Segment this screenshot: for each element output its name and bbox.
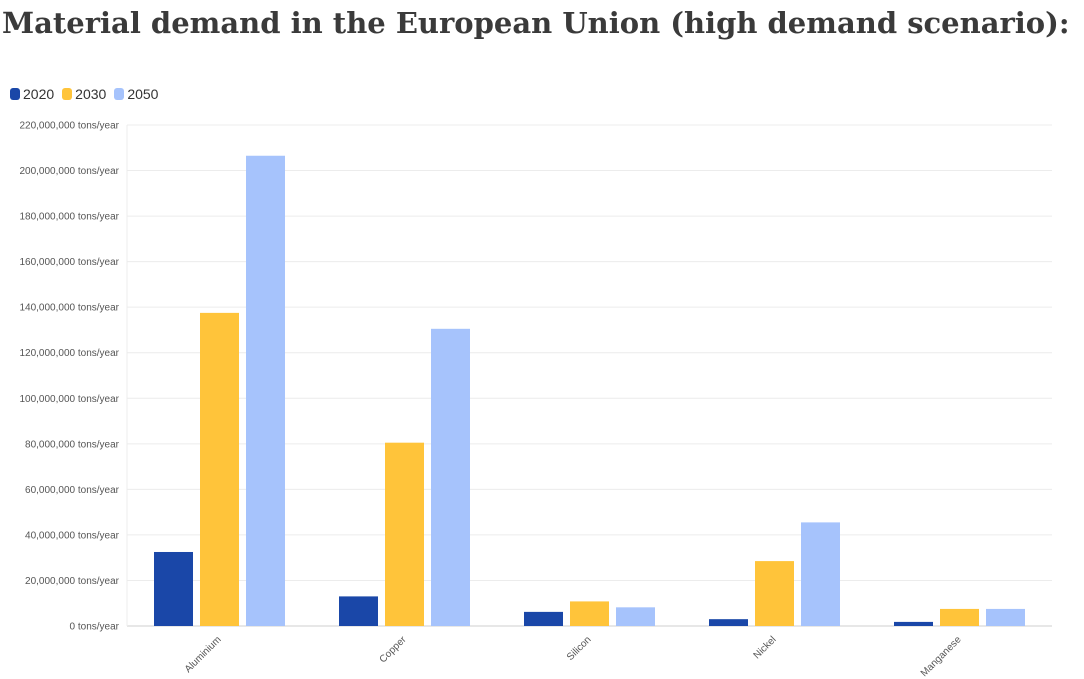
legend: 2020 2030 2050 bbox=[10, 86, 158, 102]
bar-silicon-2020[interactable] bbox=[524, 611, 563, 626]
y-tick-label: 160,000,000 tons/year bbox=[19, 257, 119, 268]
bar-nickel-2050[interactable] bbox=[801, 522, 840, 626]
y-tick-label: 220,000,000 tons/year bbox=[19, 121, 119, 132]
legend-label: 2020 bbox=[23, 86, 55, 102]
bar-aluminium-2050[interactable] bbox=[246, 155, 285, 627]
bar-manganese-2030[interactable] bbox=[940, 608, 979, 626]
y-tick-label: 100,000,000 tons/year bbox=[19, 394, 119, 405]
chart-title: Material demand in the European Union (h… bbox=[2, 6, 1070, 40]
x-category-label: Silicon bbox=[565, 634, 594, 663]
bar-aluminium-2030[interactable] bbox=[200, 312, 239, 626]
y-tick-label: 40,000,000 tons/year bbox=[25, 530, 120, 541]
y-tick-label: 60,000,000 tons/year bbox=[25, 485, 120, 496]
bar-aluminium-2020[interactable] bbox=[154, 551, 193, 626]
x-category-label: Copper bbox=[378, 634, 409, 665]
bar-copper-2050[interactable] bbox=[431, 328, 470, 626]
legend-item-2050[interactable]: 2050 bbox=[114, 86, 158, 102]
bar-silicon-2030[interactable] bbox=[570, 601, 609, 626]
y-tick-label: 140,000,000 tons/year bbox=[19, 303, 119, 314]
y-tick-label: 180,000,000 tons/year bbox=[19, 212, 119, 223]
y-tick-label: 80,000,000 tons/year bbox=[25, 439, 120, 450]
bar-copper-2030[interactable] bbox=[385, 442, 424, 626]
bar-manganese-2020[interactable] bbox=[894, 621, 933, 626]
y-tick-label: 120,000,000 tons/year bbox=[19, 348, 119, 359]
x-category-label: Manganese bbox=[919, 634, 964, 679]
y-tick-label: 200,000,000 tons/year bbox=[19, 166, 119, 177]
x-category-label: Aluminium bbox=[183, 634, 224, 675]
bar-manganese-2050[interactable] bbox=[986, 608, 1025, 626]
bar-copper-2020[interactable] bbox=[339, 596, 378, 626]
legend-item-2020[interactable]: 2020 bbox=[10, 86, 54, 102]
legend-label: 2030 bbox=[75, 86, 107, 102]
bar-silicon-2050[interactable] bbox=[616, 607, 655, 626]
y-tick-label: 20,000,000 tons/year bbox=[25, 576, 120, 587]
y-tick-label: 0 tons/year bbox=[70, 622, 120, 633]
x-category-label: Nickel bbox=[752, 634, 779, 661]
bar-nickel-2020[interactable] bbox=[709, 619, 748, 626]
legend-swatch bbox=[114, 88, 125, 100]
legend-swatch bbox=[10, 88, 20, 100]
bar-nickel-2030[interactable] bbox=[755, 561, 794, 626]
legend-label: 2050 bbox=[127, 86, 159, 102]
legend-swatch bbox=[62, 88, 73, 100]
legend-item-2030[interactable]: 2030 bbox=[62, 86, 106, 102]
